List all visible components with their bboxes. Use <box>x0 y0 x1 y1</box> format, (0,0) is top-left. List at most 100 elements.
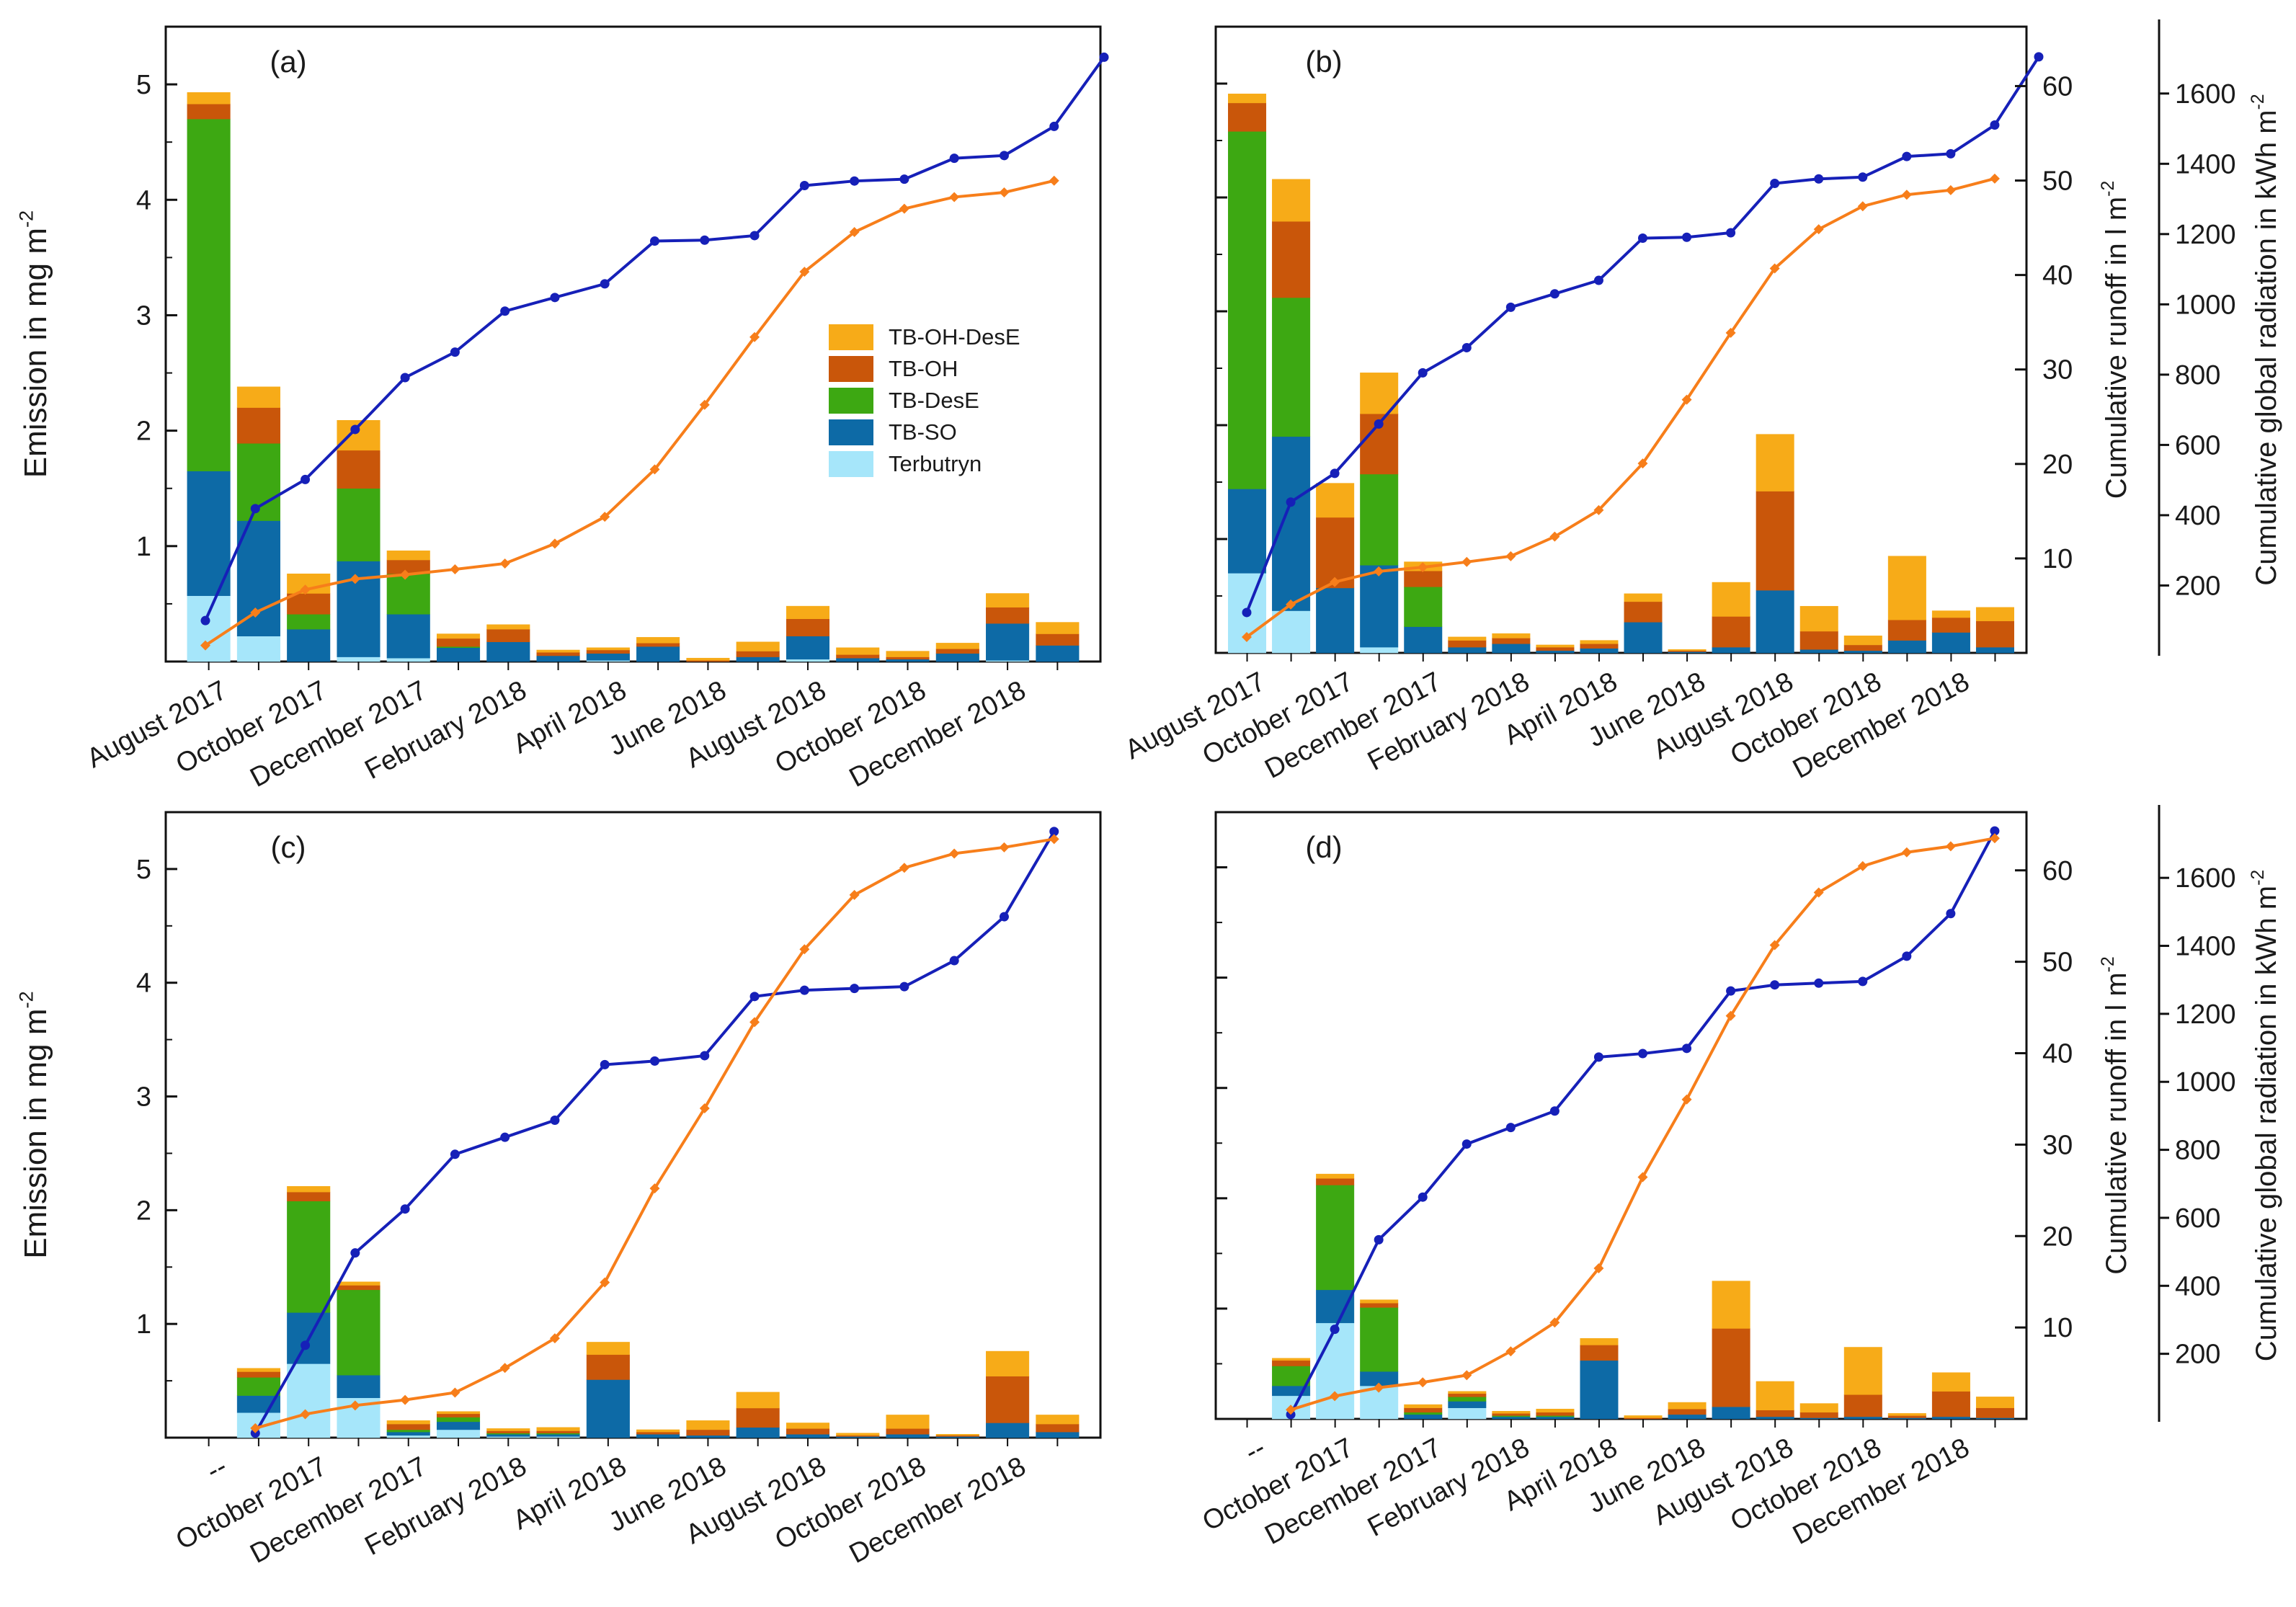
bar-b-tb-so-14 <box>1843 650 1882 654</box>
bar-c-tb-oh-9 <box>636 1431 680 1435</box>
runoff-point-b-16 <box>1946 148 1956 159</box>
bar-a-tb-oh-dese-5 <box>436 633 481 639</box>
radiation-axis-label-sup: -2 <box>2248 870 2268 886</box>
runoff-tick-label: 50 <box>2042 948 2073 978</box>
bar-a-tb-so-9 <box>636 646 680 662</box>
bar-c-tb-oh-10 <box>686 1429 730 1436</box>
bar-c-tb-oh-11 <box>736 1407 780 1428</box>
bar-a-tb-so-8 <box>586 653 630 661</box>
y-tick-label-c: 1 <box>136 1309 151 1340</box>
runoff-point-c-8 <box>650 1056 659 1066</box>
radiation-point-c-3 <box>400 1394 411 1405</box>
radiation-tick-label: 1200 <box>2175 220 2236 250</box>
runoff-point-c-1 <box>301 1340 311 1350</box>
runoff-point-d-15 <box>1946 909 1956 919</box>
bar-c-tb-oh-dese-12 <box>786 1423 830 1429</box>
y-tick-label-a: 4 <box>136 185 151 215</box>
bar-a-tb-oh-dese-9 <box>636 637 680 644</box>
bar-b-tb-oh-9 <box>1624 601 1663 623</box>
bar-c-tb-oh-12 <box>786 1428 830 1435</box>
radiation-tick-label: 1200 <box>2175 1000 2236 1030</box>
runoff-tick-label: 60 <box>2042 71 2073 102</box>
runoff-tick-label: 20 <box>2042 450 2073 480</box>
radiation-point-b-5 <box>1461 556 1472 567</box>
radiation-point-d-16 <box>1989 833 2000 844</box>
runoff-point-c-6 <box>550 1116 560 1126</box>
runoff-line-a <box>200 52 1109 626</box>
left-axis-label-a: Emission in mg m-2 <box>15 210 53 478</box>
bar-a-tb-oh-12 <box>786 618 830 637</box>
runoff-point-a-11 <box>749 231 760 241</box>
bar-b-tb-so-12 <box>1756 589 1794 654</box>
bar-b-tb-oh-dese-0 <box>1228 93 1267 104</box>
bar-a-tb-so-5 <box>436 647 481 662</box>
radiation-tick-label: 800 <box>2175 1136 2220 1166</box>
radiation-point-b-13 <box>1813 224 1824 235</box>
bar-d-tb-oh-dese-4 <box>1404 1404 1443 1408</box>
radiation-point-a-5 <box>450 564 460 575</box>
bar-a-tb-so-17 <box>1036 645 1080 662</box>
radiation-point-b-15 <box>1901 190 1912 200</box>
runoff-axis-label-sup: -2 <box>2099 956 2118 972</box>
runoff-point-a-9 <box>650 236 659 246</box>
radiation-point-d-12 <box>1813 887 1824 898</box>
bar-a-tb-oh-dese-4 <box>386 550 430 561</box>
bar-a-tb-oh-9 <box>636 643 680 647</box>
bar-c-tb-oh-dese-17 <box>1036 1415 1080 1425</box>
runoff-point-d-2 <box>1374 1234 1384 1245</box>
bar-c-terbutryn-4 <box>386 1435 430 1438</box>
bar-b-tb-oh-13 <box>1799 631 1838 650</box>
x-tick-label-c: -- <box>202 1451 232 1487</box>
radiation-point-a-17 <box>1049 175 1059 186</box>
runoff-point-b-10 <box>1682 232 1692 242</box>
bar-b-tb-dese-4 <box>1404 587 1443 627</box>
runoff-point-c-11 <box>799 985 809 995</box>
bar-d-tb-oh-dese-9 <box>1624 1415 1663 1418</box>
y-tick-label-c: 3 <box>136 1082 151 1113</box>
bar-a-tb-so-6 <box>486 641 530 662</box>
radiation-point-a-2 <box>300 584 311 595</box>
runoff-point-a-12 <box>799 181 809 191</box>
bar-a-tb-so-3 <box>337 561 381 657</box>
radiation-point-b-2 <box>1330 577 1340 587</box>
bar-b-tb-so-17 <box>1975 646 2014 654</box>
runoff-point-d-5 <box>1505 1123 1516 1133</box>
bar-d-tb-so-16 <box>1931 1416 1970 1420</box>
radiation-point-d-6 <box>1549 1317 1560 1328</box>
y-tick-label-a: 3 <box>136 301 151 331</box>
runoff-point-c-12 <box>850 984 860 994</box>
radiation-point-c-6 <box>549 1333 560 1344</box>
bar-c-tb-oh-4 <box>386 1423 430 1430</box>
radiation-tick-label: 400 <box>2175 501 2220 531</box>
bar-a-tb-oh-5 <box>436 638 481 647</box>
radiation-point-c-5 <box>499 1363 510 1374</box>
left-axis-label-c-main: Emission in mg m <box>18 1009 53 1259</box>
runoff-line-b <box>1242 52 2044 618</box>
bar-d-tb-oh-dese-14 <box>1843 1347 1882 1395</box>
left-axis-label-c-sup: -2 <box>15 991 37 1008</box>
bar-c-tb-so-8 <box>586 1379 630 1438</box>
bar-b-tb-oh-6 <box>1492 638 1531 644</box>
bar-a-tb-oh-8 <box>586 649 630 654</box>
runoff-point-a-2 <box>301 474 311 484</box>
bar-b-tb-dese-1 <box>1272 297 1311 437</box>
radiation-point-c-16 <box>1049 834 1059 845</box>
bar-a-tb-so-13 <box>836 657 880 662</box>
bar-a-tb-oh-15 <box>935 649 979 654</box>
bar-d-tb-oh-dese-15 <box>1887 1413 1926 1416</box>
bar-a-tb-oh-dese-16 <box>986 593 1030 607</box>
bar-d-tb-oh-dese-17 <box>1975 1397 2014 1408</box>
panel-label-d: (d) <box>1305 830 1342 864</box>
bar-d-tb-so-11 <box>1712 1406 1750 1420</box>
bar-a-terbutryn-4 <box>386 657 430 662</box>
runoff-point-a-15 <box>949 153 959 164</box>
bar-d-tb-oh-dese-12 <box>1756 1381 1794 1411</box>
bar-c-tb-so-16 <box>986 1423 1030 1438</box>
bar-a-tb-oh-dese-0 <box>187 92 231 104</box>
bar-c-tb-so-10 <box>686 1435 730 1438</box>
bar-d-tb-oh-dese-7 <box>1536 1408 1575 1413</box>
bar-a-terbutryn-0 <box>187 595 231 662</box>
bar-a-tb-dese-3 <box>337 488 381 561</box>
